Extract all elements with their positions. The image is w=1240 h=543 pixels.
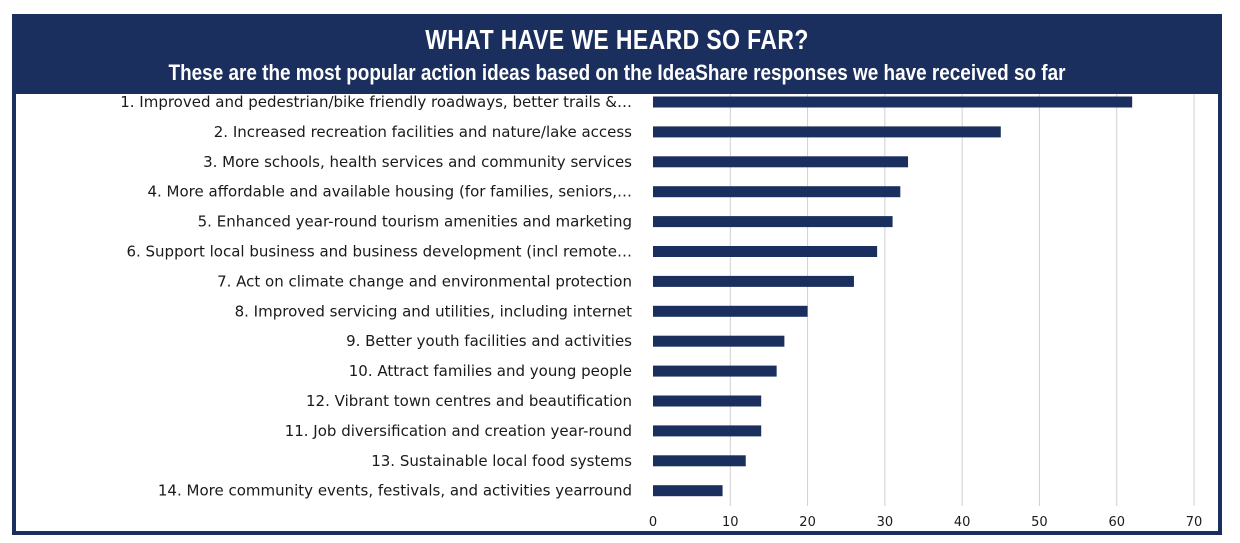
x-axis-ticks: 0 10 20 30 40 50 60 70 [649, 515, 1202, 530]
x-tick-label: 0 [649, 515, 657, 530]
x-tick-label: 70 [1186, 515, 1203, 530]
chart-frame: WHAT HAVE WE HEARD SO FAR? These are the… [12, 14, 1222, 535]
x-tick-label: 50 [1031, 515, 1048, 530]
category-label: 5. Enhanced year-round tourism amenities… [198, 213, 632, 231]
bar-7 [653, 275, 854, 287]
category-labels: 1. Improved and pedestrian/bike friendly… [120, 93, 632, 500]
x-tick-label: 30 [877, 515, 894, 530]
bar-12 [653, 425, 762, 437]
x-tick-label: 60 [1108, 515, 1125, 530]
bar-14 [653, 485, 723, 497]
bar-5 [653, 216, 893, 228]
category-label: 2. Increased recreation facilities and n… [214, 123, 632, 141]
category-label: 6. Support local business and business d… [126, 243, 632, 261]
category-label: 3. More schools, health services and com… [203, 153, 632, 171]
bar-10 [653, 365, 777, 377]
category-label: 9. Better youth facilities and activitie… [346, 332, 632, 350]
bar-chart: 1. Improved and pedestrian/bike friendly… [120, 93, 1202, 530]
category-label: 13. Sustainable local food systems [371, 452, 632, 470]
category-label: 12. Vibrant town centres and beautificat… [306, 392, 632, 410]
bar-13 [653, 455, 746, 467]
category-label: 8. Improved servicing and utilities, inc… [235, 302, 633, 320]
category-label: 1. Improved and pedestrian/bike friendly… [120, 93, 632, 111]
category-label: 14. More community events, festivals, an… [158, 482, 632, 500]
bar-4 [653, 186, 901, 198]
bar-6 [653, 246, 878, 257]
bar-8 [653, 305, 808, 317]
category-label: 11. Job diversification and creation yea… [285, 422, 632, 440]
gridlines [729, 94, 1195, 506]
bar-3 [653, 156, 909, 168]
chart-subtitle: These are the most popular action ideas … [168, 60, 1066, 85]
x-tick-label: 10 [722, 515, 739, 530]
x-tick-label: 20 [799, 515, 816, 530]
category-label: 7. Act on climate change and environment… [217, 272, 632, 290]
bar-1 [653, 96, 1133, 108]
category-label: 10. Attract families and young people [349, 362, 632, 380]
bar-2 [653, 126, 1001, 138]
category-label: 4. More affordable and available housing… [147, 183, 632, 201]
bars [653, 96, 1133, 497]
bar-11 [653, 395, 762, 407]
x-tick-label: 40 [954, 515, 971, 530]
bar-9 [653, 335, 785, 347]
chart-title: WHAT HAVE WE HEARD SO FAR? [425, 24, 809, 55]
header-banner: WHAT HAVE WE HEARD SO FAR? These are the… [16, 18, 1218, 94]
